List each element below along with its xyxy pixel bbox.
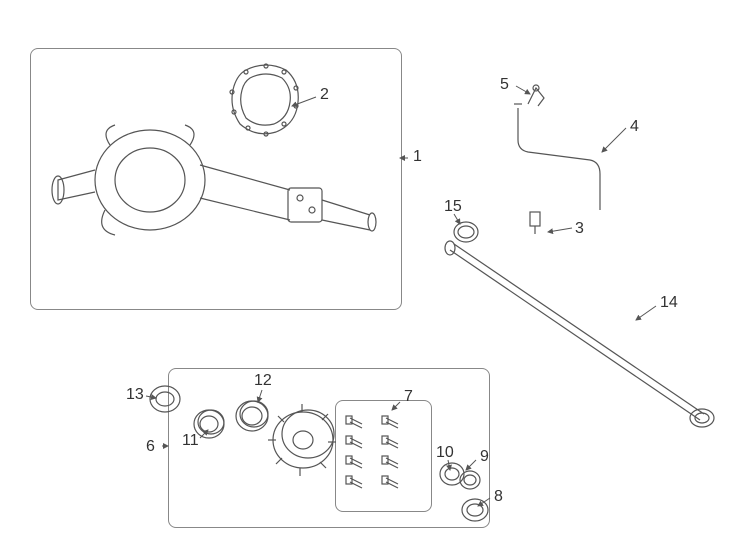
callout-11: 11 [182,432,199,450]
callout-2: 2 [320,86,329,104]
callout-13: 13 [126,386,144,404]
callout-3: 3 [575,220,584,238]
callout-10: 10 [436,444,454,462]
callout-9: 9 [480,448,489,466]
callout-6: 6 [146,438,155,456]
part-vent-tube [500,100,630,240]
callout-4: 4 [630,118,639,136]
part-diff-cover [226,62,306,142]
part-axle-housing [40,70,390,300]
part-seal-13 [148,382,182,416]
part-axle-shaft [440,240,720,440]
callout-5: 5 [500,76,509,94]
callout-8: 8 [494,488,503,506]
part-seal-8 [460,496,490,524]
callout-14: 14 [660,294,678,312]
callout-12: 12 [254,372,272,390]
part-hub [268,398,338,478]
callout-15: 15 [444,198,462,216]
part-race-12 [234,396,270,436]
diagram-canvas: 1 2 3 4 5 6 7 8 9 10 11 12 13 14 15 [0,0,734,540]
part-race-9 [458,468,482,492]
callout-1: 1 [413,148,422,166]
part-stud-kit [342,408,424,504]
callout-7: 7 [404,388,413,406]
